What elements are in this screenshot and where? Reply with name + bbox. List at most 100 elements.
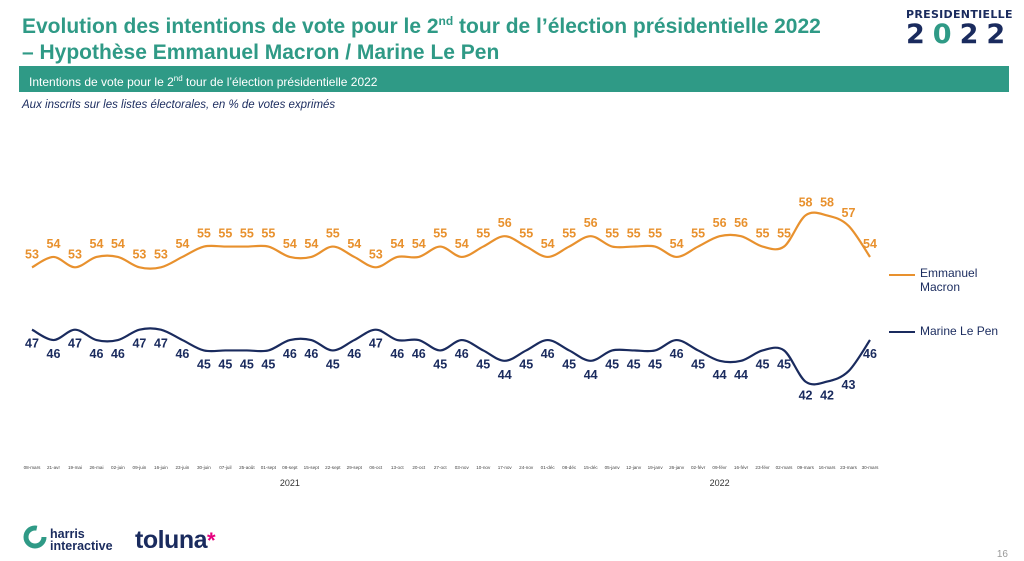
data-label-macron: 53	[154, 247, 168, 261]
data-label-lepen: 42	[820, 389, 834, 403]
page-number: 16	[996, 549, 1008, 560]
banner-pre: Intentions de vote pour le 2	[29, 75, 174, 89]
legend-lepen-label: Marine Le Pen	[920, 324, 999, 338]
x-tick-label: 01-sept	[261, 465, 277, 470]
data-label-macron: 54	[670, 237, 684, 251]
data-label-macron: 55	[197, 227, 211, 241]
data-label-macron: 55	[476, 227, 490, 241]
data-label-macron: 54	[863, 237, 877, 251]
data-label-macron: 54	[90, 237, 104, 251]
x-tick-label: 13-oct	[391, 465, 404, 470]
data-label-lepen: 47	[132, 337, 146, 351]
data-label-macron: 54	[175, 237, 189, 251]
data-label-lepen: 43	[842, 378, 856, 392]
x-tick-label: 23-févr	[755, 465, 770, 470]
year-label: 2022	[710, 478, 730, 488]
title-line2: – Hypothèse Emmanuel Macron / Marine Le …	[22, 41, 500, 64]
logo-year-b: 0	[932, 19, 960, 50]
logo-year-a: 2	[906, 19, 933, 50]
x-tick-label: 17-nov	[498, 465, 513, 470]
x-tick-label: 02-mars	[776, 465, 794, 470]
section-banner: Intentions de vote pour le 2nd tour de l…	[19, 66, 1009, 92]
x-tick-label: 16-juin	[154, 465, 168, 470]
data-label-macron: 54	[455, 237, 469, 251]
harris-line1: harris	[50, 527, 85, 541]
data-label-macron: 55	[777, 227, 791, 241]
x-tick-label: 24-nov	[519, 465, 534, 470]
data-label-lepen: 46	[455, 347, 469, 361]
x-tick-label: 20-oct	[412, 465, 425, 470]
data-label-lepen: 46	[47, 347, 61, 361]
data-label-macron: 55	[433, 227, 447, 241]
data-label-macron: 56	[734, 216, 748, 230]
data-label-macron: 58	[799, 195, 813, 209]
x-tick-label: 15-déc	[584, 465, 599, 470]
x-tick-label: 09-mars	[797, 465, 815, 470]
data-label-macron: 55	[605, 227, 619, 241]
data-label-macron: 58	[820, 195, 834, 209]
x-tick-label: 22-sept	[325, 465, 341, 470]
data-label-lepen: 46	[541, 347, 555, 361]
data-label-lepen: 45	[326, 357, 340, 371]
x-tick-label: 30-mars	[862, 465, 880, 470]
legend-macron-line1: Emmanuel	[920, 266, 978, 280]
title-line1-post: tour de l’élection présidentielle 2022	[453, 15, 821, 38]
chart-title: Evolution des intentions de vote pour le…	[22, 8, 882, 66]
legend-macron-swatch	[889, 274, 915, 276]
data-label-lepen: 47	[154, 337, 168, 351]
presidentielle-2022-logo: PRESIDENTIELLE 2022	[906, 8, 1013, 50]
x-tick-label: 16-mars	[819, 465, 837, 470]
data-label-macron: 55	[648, 227, 662, 241]
data-label-macron: 55	[562, 227, 576, 241]
year-label: 2021	[280, 478, 300, 488]
chart-subtitle: Aux inscrits sur les listes électorales,…	[22, 99, 336, 111]
data-label-macron: 55	[519, 227, 533, 241]
toluna-text: toluna	[135, 526, 208, 554]
data-label-macron: 55	[240, 227, 254, 241]
x-tick-label: 06-oct	[369, 465, 382, 470]
x-tick-label: 08-sept	[282, 465, 298, 470]
data-label-lepen: 47	[68, 337, 82, 351]
data-label-macron: 54	[304, 237, 318, 251]
logo-year-c: 22	[959, 19, 1014, 50]
x-tick-label: 26-mai	[89, 465, 103, 470]
series-line-lepen	[31, 327, 871, 386]
data-label-lepen: 47	[25, 337, 39, 351]
data-label-lepen: 44	[713, 368, 727, 382]
toluna-star-icon: *	[207, 528, 216, 553]
x-tick-label: 01-déc	[541, 465, 556, 470]
x-tick-label: 02-juin	[111, 465, 125, 470]
data-label-lepen: 47	[369, 337, 383, 351]
data-label-lepen: 46	[412, 347, 426, 361]
x-tick-label: 08-mars	[24, 465, 42, 470]
data-label-macron: 55	[627, 227, 641, 241]
harris-interactive-logo: harris interactive	[50, 527, 113, 553]
data-label-macron: 56	[498, 216, 512, 230]
presidentielle-logo-top: PRESIDENTIELLE	[906, 8, 1013, 21]
data-label-lepen: 46	[283, 347, 297, 361]
data-label-lepen: 45	[627, 357, 641, 371]
x-tick-label: 27-oct	[434, 465, 447, 470]
data-label-lepen: 46	[175, 347, 189, 361]
x-tick-label: 25-août	[239, 465, 255, 470]
data-label-lepen: 46	[347, 347, 361, 361]
data-label-lepen: 45	[476, 357, 490, 371]
data-label-macron: 54	[47, 237, 61, 251]
harris-line2: interactive	[50, 539, 113, 553]
data-label-macron: 54	[412, 237, 426, 251]
data-label-lepen: 45	[648, 357, 662, 371]
x-tick-label: 19-janv	[648, 465, 664, 470]
data-label-lepen: 46	[304, 347, 318, 361]
x-tick-label: 16-févr	[734, 465, 749, 470]
data-label-macron: 53	[132, 247, 146, 261]
data-label-macron: 55	[261, 227, 275, 241]
data-label-lepen: 45	[605, 357, 619, 371]
data-label-lepen: 44	[584, 368, 598, 382]
x-tick-label: 21-avr	[47, 465, 60, 470]
data-label-macron: 53	[25, 247, 39, 261]
data-label-macron: 54	[347, 237, 361, 251]
data-label-lepen: 46	[111, 347, 125, 361]
data-label-lepen: 45	[691, 357, 705, 371]
data-label-macron: 54	[283, 237, 297, 251]
